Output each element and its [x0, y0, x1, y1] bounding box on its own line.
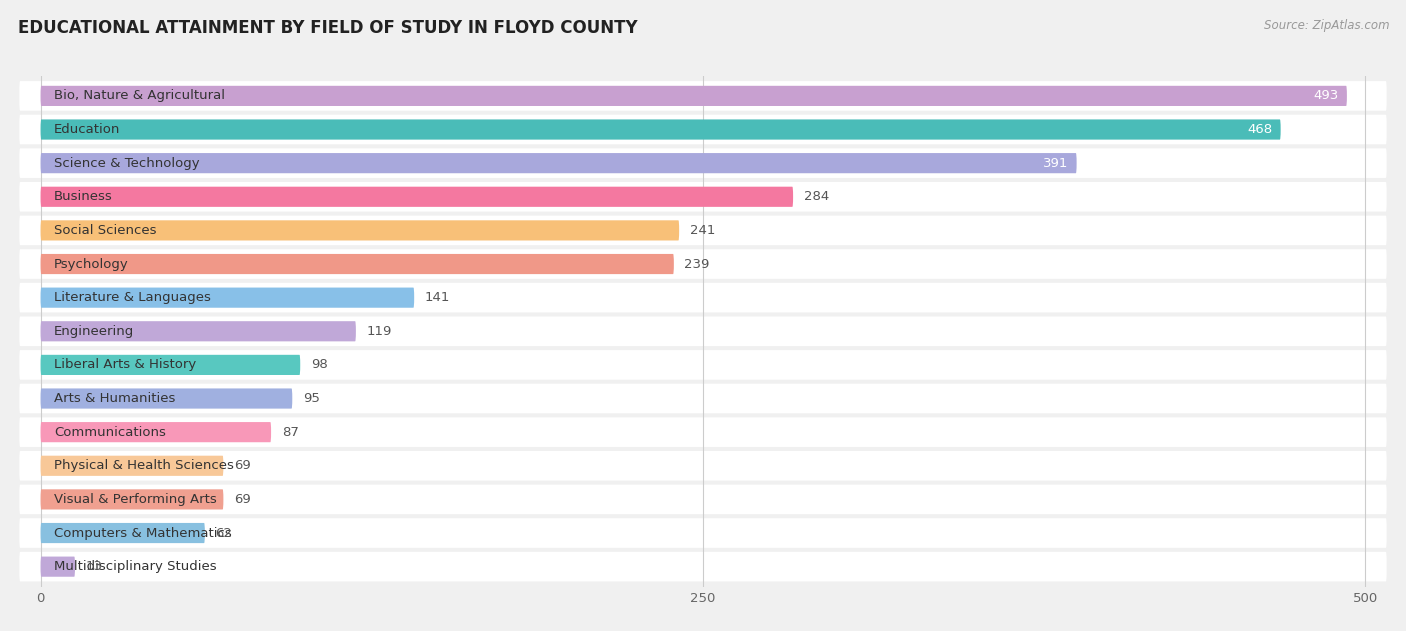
- FancyBboxPatch shape: [41, 355, 301, 375]
- Text: 69: 69: [233, 459, 250, 472]
- Text: Engineering: Engineering: [53, 325, 134, 338]
- Text: Multidisciplinary Studies: Multidisciplinary Studies: [53, 560, 217, 573]
- FancyBboxPatch shape: [41, 489, 224, 509]
- FancyBboxPatch shape: [20, 451, 1386, 481]
- Text: Arts & Humanities: Arts & Humanities: [53, 392, 176, 405]
- Text: Literature & Languages: Literature & Languages: [53, 291, 211, 304]
- FancyBboxPatch shape: [20, 317, 1386, 346]
- Text: 95: 95: [302, 392, 319, 405]
- Text: 69: 69: [233, 493, 250, 506]
- Text: Bio, Nature & Agricultural: Bio, Nature & Agricultural: [53, 90, 225, 102]
- Text: 241: 241: [690, 224, 716, 237]
- FancyBboxPatch shape: [41, 389, 292, 409]
- Text: EDUCATIONAL ATTAINMENT BY FIELD OF STUDY IN FLOYD COUNTY: EDUCATIONAL ATTAINMENT BY FIELD OF STUDY…: [18, 19, 638, 37]
- Text: 284: 284: [804, 191, 830, 203]
- Text: 141: 141: [425, 291, 450, 304]
- FancyBboxPatch shape: [41, 86, 1347, 106]
- Text: 13: 13: [86, 560, 103, 573]
- FancyBboxPatch shape: [20, 249, 1386, 279]
- FancyBboxPatch shape: [41, 557, 75, 577]
- FancyBboxPatch shape: [41, 220, 679, 240]
- Text: Education: Education: [53, 123, 120, 136]
- Text: 62: 62: [215, 526, 232, 540]
- Text: Social Sciences: Social Sciences: [53, 224, 156, 237]
- Text: Physical & Health Sciences: Physical & Health Sciences: [53, 459, 233, 472]
- FancyBboxPatch shape: [41, 288, 415, 308]
- Text: Liberal Arts & History: Liberal Arts & History: [53, 358, 195, 372]
- Text: Science & Technology: Science & Technology: [53, 156, 200, 170]
- FancyBboxPatch shape: [41, 153, 1077, 174]
- FancyBboxPatch shape: [20, 350, 1386, 380]
- Text: Communications: Communications: [53, 426, 166, 439]
- Text: 468: 468: [1247, 123, 1272, 136]
- Text: Visual & Performing Arts: Visual & Performing Arts: [53, 493, 217, 506]
- FancyBboxPatch shape: [20, 384, 1386, 413]
- Text: Computers & Mathematics: Computers & Mathematics: [53, 526, 232, 540]
- FancyBboxPatch shape: [41, 456, 224, 476]
- FancyBboxPatch shape: [41, 523, 205, 543]
- FancyBboxPatch shape: [20, 148, 1386, 178]
- Text: 87: 87: [281, 426, 298, 439]
- FancyBboxPatch shape: [20, 81, 1386, 110]
- Text: 98: 98: [311, 358, 328, 372]
- Text: 239: 239: [685, 257, 710, 271]
- FancyBboxPatch shape: [20, 552, 1386, 581]
- FancyBboxPatch shape: [41, 321, 356, 341]
- Text: Source: ZipAtlas.com: Source: ZipAtlas.com: [1264, 19, 1389, 32]
- FancyBboxPatch shape: [20, 115, 1386, 144]
- FancyBboxPatch shape: [20, 216, 1386, 245]
- Text: 119: 119: [367, 325, 392, 338]
- Text: Psychology: Psychology: [53, 257, 128, 271]
- FancyBboxPatch shape: [41, 119, 1281, 139]
- Text: Business: Business: [53, 191, 112, 203]
- Text: 391: 391: [1043, 156, 1069, 170]
- FancyBboxPatch shape: [41, 422, 271, 442]
- FancyBboxPatch shape: [20, 485, 1386, 514]
- FancyBboxPatch shape: [20, 417, 1386, 447]
- FancyBboxPatch shape: [20, 283, 1386, 312]
- FancyBboxPatch shape: [20, 182, 1386, 211]
- Text: 493: 493: [1313, 90, 1339, 102]
- FancyBboxPatch shape: [41, 254, 673, 274]
- FancyBboxPatch shape: [41, 187, 793, 207]
- FancyBboxPatch shape: [20, 518, 1386, 548]
